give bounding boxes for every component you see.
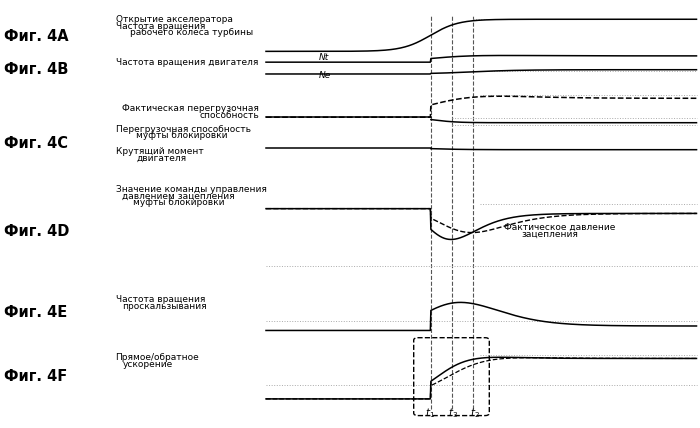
Text: способность: способность <box>199 110 259 120</box>
Text: Открытие акселератора: Открытие акселератора <box>116 15 232 24</box>
Text: Ne: Ne <box>318 71 330 80</box>
Text: $t_3$: $t_3$ <box>448 406 458 420</box>
Text: Частота вращения двигателя: Частота вращения двигателя <box>116 57 258 67</box>
Text: Частота вращения: Частота вращения <box>116 295 205 304</box>
Text: Прямое/обратное: Прямое/обратное <box>116 353 199 362</box>
Text: $t_1$: $t_1$ <box>426 406 435 420</box>
Text: ускорение: ускорение <box>122 360 173 369</box>
Text: проскальзывания: проскальзывания <box>122 302 207 311</box>
Text: муфты блокировки: муфты блокировки <box>133 198 225 207</box>
Text: рабочего колеса турбины: рабочего колеса турбины <box>130 28 253 37</box>
Text: зацепления: зацепления <box>522 230 578 239</box>
Text: Фактическая перегрузочная: Фактическая перегрузочная <box>122 104 260 113</box>
Text: Фиг. 4A: Фиг. 4A <box>4 29 68 44</box>
Text: Фиг. 4F: Фиг. 4F <box>4 369 66 384</box>
Text: муфты блокировки: муфты блокировки <box>136 131 228 140</box>
Text: Фактическое давление: Фактическое давление <box>504 223 615 232</box>
Text: давлением зацепления: давлением зацепления <box>122 191 235 201</box>
Text: $t_2$: $t_2$ <box>470 406 480 420</box>
Text: Фиг. 4D: Фиг. 4D <box>4 223 69 239</box>
Text: Крутящий момент: Крутящий момент <box>116 147 203 156</box>
Text: Фиг. 4B: Фиг. 4B <box>4 62 68 77</box>
Text: двигателя: двигателя <box>136 154 187 163</box>
Text: Перегрузочная способность: Перегрузочная способность <box>116 125 251 134</box>
Text: Частота вращения: Частота вращения <box>116 22 205 31</box>
Text: Фиг. 4C: Фиг. 4C <box>4 136 67 151</box>
Text: Значение команды управления: Значение команды управления <box>116 184 267 194</box>
Text: Nt: Nt <box>318 54 329 62</box>
Text: Фиг. 4E: Фиг. 4E <box>4 305 66 320</box>
